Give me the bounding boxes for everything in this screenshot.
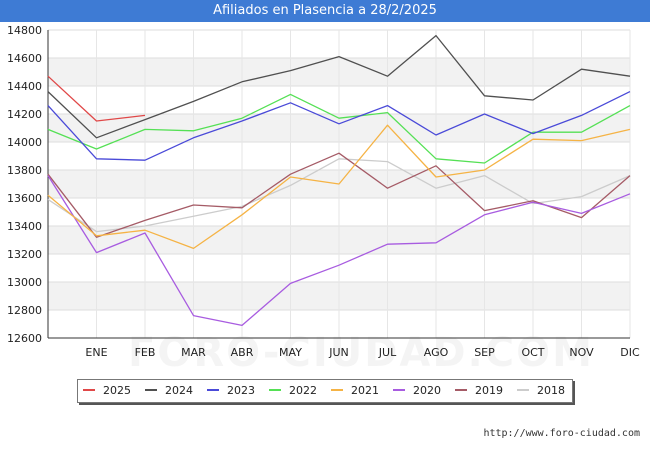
legend-swatch	[455, 389, 467, 391]
legend-item-2019: 2019	[455, 380, 503, 402]
x-tick-label: JUL	[378, 346, 397, 359]
y-tick-label: 13400	[7, 220, 42, 233]
legend-label: 2025	[103, 384, 131, 397]
legend-label: 2024	[165, 384, 193, 397]
y-tick-label: 12800	[7, 304, 42, 317]
footer-url: http://www.foro-ciudad.com	[483, 428, 640, 439]
x-tick-label: JUN	[328, 346, 349, 359]
line-chart: 12600 12800 13000 13200 13400 13600 13800 14000…	[7, 24, 640, 359]
x-tick-label: NOV	[569, 346, 594, 359]
series-line-2025	[47, 75, 146, 122]
legend-item-2025: 2025	[83, 380, 131, 402]
y-tick-label: 13200	[7, 248, 42, 261]
legend-swatch	[145, 389, 157, 391]
x-tick-label: AGO	[424, 346, 449, 359]
legend-swatch	[83, 389, 95, 391]
chart-title: Afiliados en Plasencia a 28/2/2025	[0, 0, 650, 22]
y-tick-label: 14000	[7, 136, 42, 149]
legend-item-2023: 2023	[207, 380, 255, 402]
legend-swatch	[331, 389, 343, 391]
y-tick-label: 13600	[7, 192, 42, 205]
series-line-2019	[47, 152, 631, 238]
y-tick-label: 13800	[7, 164, 42, 177]
y-tick-label: 14600	[7, 52, 42, 65]
series-line-2024	[47, 34, 631, 139]
x-tick-label: ABR	[231, 346, 254, 359]
legend-swatch	[517, 389, 529, 391]
series-line-2022	[47, 93, 631, 164]
legend-label: 2022	[289, 384, 317, 397]
legend: 2025 2024 2023 2022 2021 2020 2019 2018	[77, 379, 573, 403]
series-line-2018	[47, 158, 631, 233]
legend-swatch	[269, 389, 281, 391]
legend-label: 2019	[475, 384, 503, 397]
x-tick-label: MAY	[279, 346, 302, 359]
legend-label: 2020	[413, 384, 441, 397]
y-tick-label: 14200	[7, 108, 42, 121]
x-tick-label: SEP	[474, 346, 495, 359]
x-tick-label: ENE	[85, 346, 107, 359]
series-line-2021	[47, 124, 631, 250]
legend-item-2021: 2021	[331, 380, 379, 402]
legend-item-2020: 2020	[393, 380, 441, 402]
x-tick-label: DIC	[620, 346, 640, 359]
legend-item-2018: 2018	[517, 380, 565, 402]
legend-item-2024: 2024	[145, 380, 193, 402]
legend-label: 2023	[227, 384, 255, 397]
series-line-2020	[47, 175, 631, 327]
legend-label: 2018	[537, 384, 565, 397]
legend-swatch	[393, 389, 405, 391]
x-tick-label: MAR	[181, 346, 206, 359]
legend-item-2022: 2022	[269, 380, 317, 402]
x-tick-label: OCT	[521, 346, 544, 359]
y-tick-label: 14400	[7, 80, 42, 93]
legend-label: 2021	[351, 384, 379, 397]
series-line-2023	[47, 91, 631, 161]
y-tick-label: 12600	[7, 332, 42, 345]
x-tick-label: FEB	[135, 346, 156, 359]
y-tick-label: 13000	[7, 276, 42, 289]
y-tick-label: 14800	[7, 24, 42, 37]
legend-swatch	[207, 389, 219, 391]
